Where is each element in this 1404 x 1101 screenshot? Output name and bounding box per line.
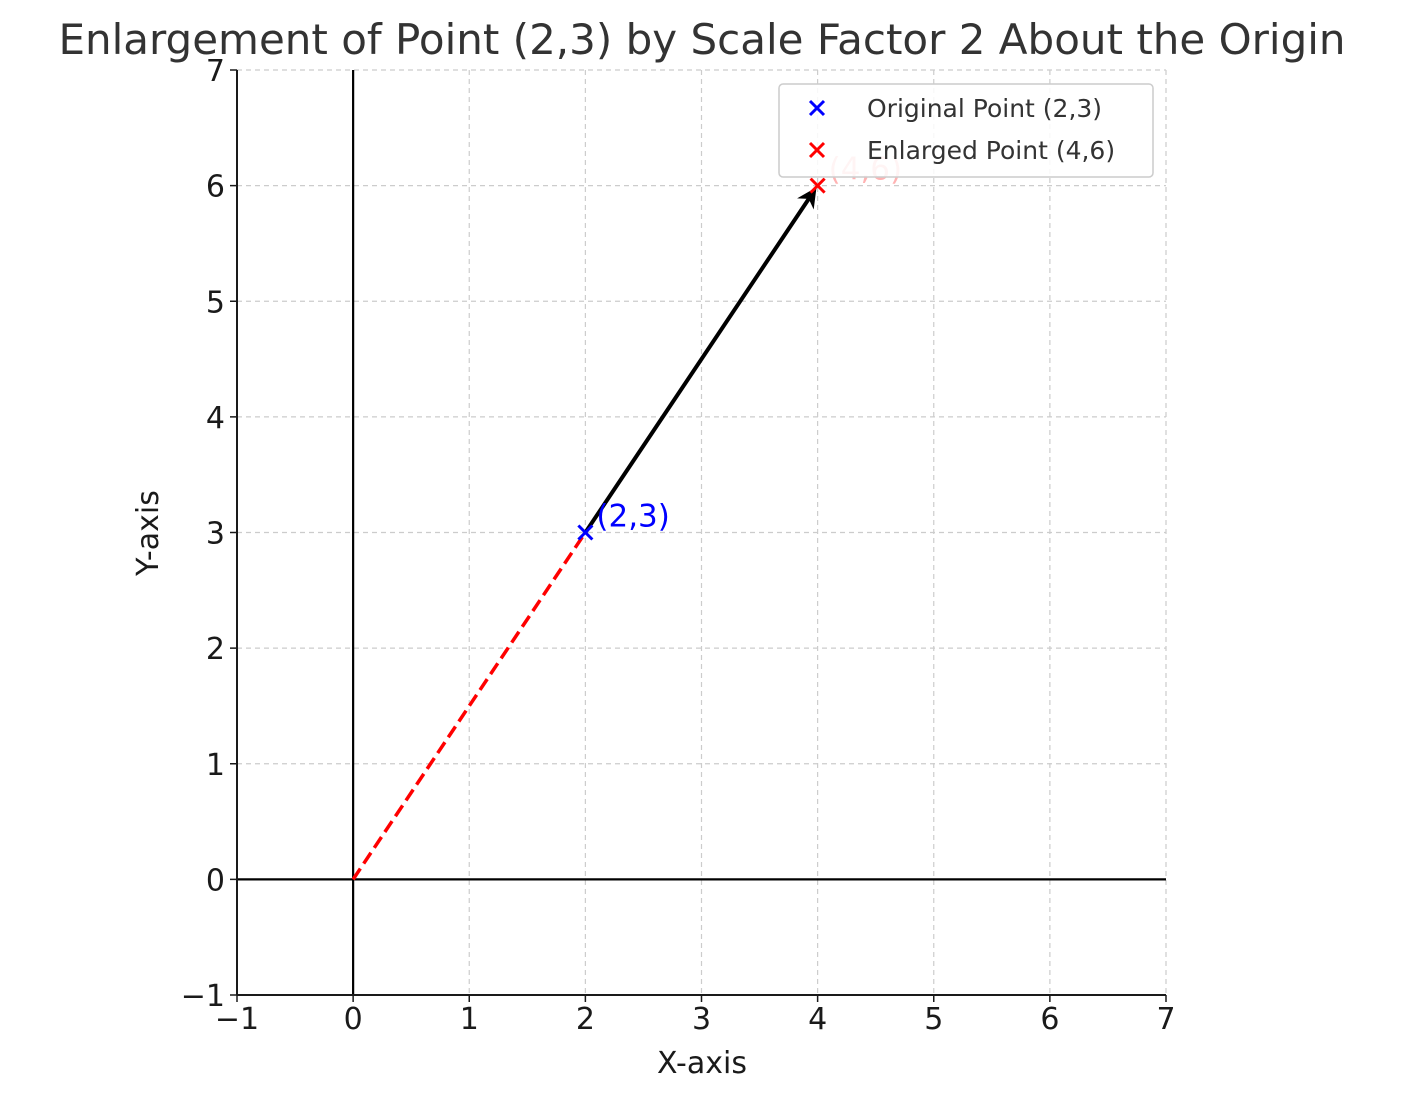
- y-tick-label: 5: [206, 285, 225, 320]
- markers: [577, 177, 826, 541]
- reference-lines: [237, 70, 1166, 995]
- data-point: [577, 524, 594, 541]
- arrow: [583, 187, 817, 534]
- y-tick-label: 1: [206, 748, 225, 783]
- x-tick-label: 0: [344, 1002, 363, 1037]
- legend-marker: [808, 141, 826, 159]
- point-labels: (2,3)(4,6): [596, 152, 902, 535]
- y-tick-label: 3: [206, 517, 225, 552]
- legend-entry: Original Point (2,3): [867, 94, 1102, 123]
- dashed-line: [351, 531, 587, 881]
- point-label: (2,3): [596, 499, 670, 535]
- y-tick-label: 0: [206, 863, 225, 898]
- legend-box: [778, 83, 1154, 178]
- annotations: [351, 187, 817, 881]
- x-tick-label: 5: [924, 1002, 943, 1037]
- chart-title: Enlargement of Point (2,3) by Scale Fact…: [58, 15, 1345, 64]
- y-tick-label: 4: [206, 401, 225, 436]
- x-tick-label: 6: [1040, 1002, 1059, 1037]
- y-tick-label: 6: [206, 170, 225, 205]
- legend: Original Point (2,3) Enlarged Point (4,6): [778, 83, 1154, 178]
- x-tick-label: 1: [460, 1002, 479, 1037]
- x-tick-label: −1: [215, 1002, 259, 1037]
- grid: [236, 69, 1167, 996]
- x-tick-label: 4: [808, 1002, 827, 1037]
- x-axis-title: X-axis: [657, 1046, 747, 1081]
- legend-marker: [808, 99, 826, 117]
- y-axis-title: Y-axis: [131, 490, 166, 577]
- x-tick-label: 2: [576, 1002, 595, 1037]
- x-tick-label: 3: [692, 1002, 711, 1037]
- y-tick-label: 7: [206, 54, 225, 89]
- data-point: [809, 177, 826, 194]
- legend-entry: Enlarged Point (4,6): [867, 136, 1115, 165]
- x-tick-label: 7: [1156, 1002, 1175, 1037]
- y-tick-label: −1: [181, 979, 225, 1014]
- ticks: −1 0 1 2 3 4 5 6 7 −1 0 1 2 3 4 5 6 7: [181, 54, 1176, 1037]
- y-tick-label: 2: [206, 632, 225, 667]
